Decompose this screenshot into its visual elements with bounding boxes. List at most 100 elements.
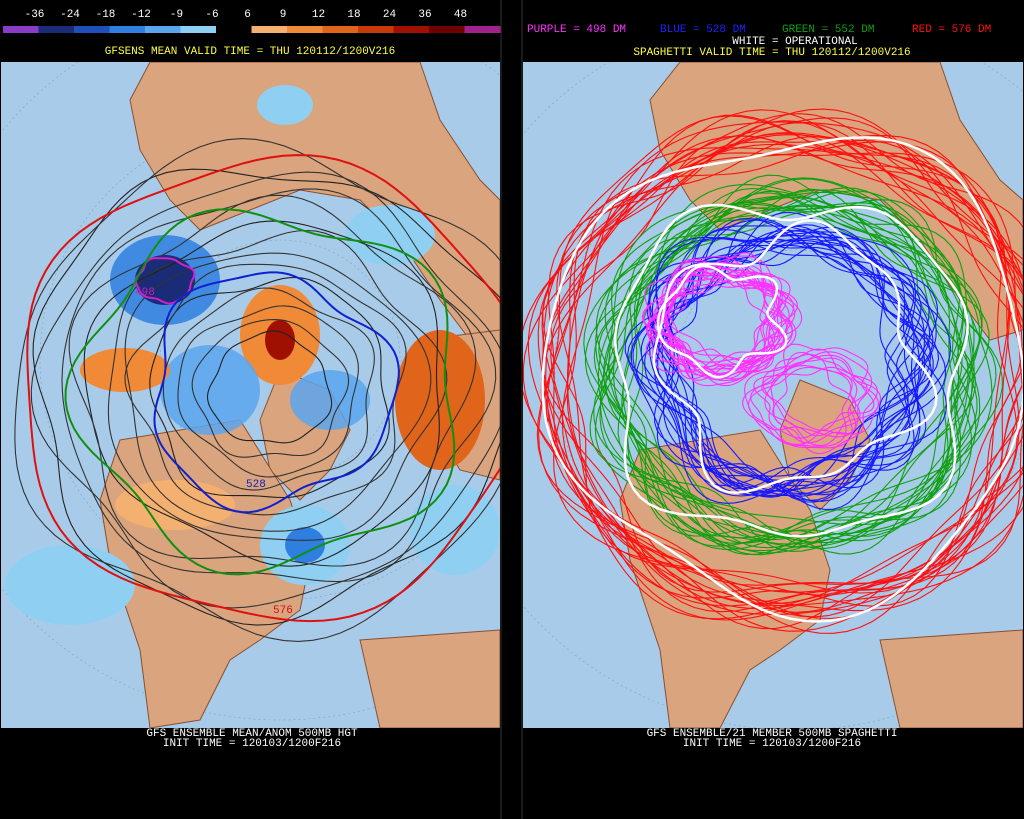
contour-552 [597, 207, 960, 552]
panel-footer: INIT TIME = 120103/1200F216 [163, 738, 341, 750]
anomaly [80, 348, 170, 392]
contour-498 [646, 273, 775, 381]
anomaly [265, 320, 295, 360]
contour-528 [627, 229, 911, 498]
contour-552 [594, 190, 978, 544]
operational [541, 136, 1023, 623]
colorbar-swatch [393, 26, 430, 33]
contour-552 [603, 190, 980, 538]
contour-576 [523, 135, 1010, 621]
colorbar-swatch [322, 26, 359, 33]
colorbar-swatch [429, 26, 465, 33]
panel-footer: GFS ENSEMBLE MEAN/ANOM 500MB HGT [146, 728, 358, 740]
colorbar-label: 36 [418, 9, 431, 21]
contour-498 [652, 262, 790, 377]
contour-498 [764, 354, 879, 447]
height-contours [14, 138, 500, 642]
contour-576 [567, 152, 1023, 610]
spaghetti-contours [523, 108, 1023, 634]
height-contour [83, 220, 440, 567]
anomaly [395, 330, 485, 470]
contour-label: 576 [273, 605, 293, 617]
operational [656, 264, 788, 379]
height-contour [61, 188, 497, 583]
contour-528 [646, 225, 920, 503]
contour-552 [622, 184, 993, 541]
height-contour [206, 330, 333, 444]
divider [501, 0, 522, 819]
contour-528 [644, 235, 921, 487]
contour-576 [545, 109, 1023, 618]
contour-552 [617, 199, 997, 552]
contour-498 [753, 351, 868, 439]
contour-498 [659, 268, 783, 373]
colorbar-label: -12 [131, 9, 151, 21]
colorbar-swatch [3, 26, 39, 33]
colorbar: -36 -24 -18 -12 -9 -6 6 9 12 18 24 36 48 [3, 9, 501, 33]
colorbar-swatch [216, 26, 252, 33]
panel-footer: INIT TIME = 120103/1200F216 [683, 738, 861, 750]
colorbar-label: 18 [347, 9, 360, 21]
colorbar-swatch [38, 26, 75, 33]
height-contour [191, 319, 350, 458]
contour-498 [770, 366, 878, 455]
contour-498 [641, 264, 776, 373]
contour-576 [553, 139, 1023, 634]
contour-498 [750, 348, 861, 437]
colorbar-label: -24 [60, 9, 80, 21]
contour-552 [584, 187, 964, 550]
south-america [879, 629, 1023, 728]
colorbar-label: 9 [280, 9, 287, 21]
anomaly [5, 545, 135, 625]
left-map: 498 528 576 [1, 62, 500, 728]
contour-498 [744, 353, 857, 445]
legend: PURPLE = 498 DM BLUE = 528 DM GREEN = 552 … [527, 24, 991, 36]
anomaly [290, 370, 370, 430]
colorbar-swatch [109, 26, 146, 33]
contour-528 [640, 231, 947, 493]
north-america [619, 429, 831, 728]
colorbar-label: -18 [96, 9, 116, 21]
contour-552 [593, 187, 968, 549]
colorbar-label: 24 [383, 9, 397, 21]
contour-576 [566, 135, 1023, 613]
colorbar-label: -6 [205, 9, 218, 21]
contour-576 [527, 114, 1018, 605]
height-contour [162, 287, 375, 491]
colorbar-swatch [464, 26, 501, 33]
anomaly [257, 85, 313, 125]
height-contour [30, 171, 500, 609]
colorbar-swatch [180, 26, 217, 33]
contour-528 [632, 217, 926, 501]
colorbar-label: 6 [244, 9, 251, 21]
anomaly [160, 345, 260, 435]
contour-label: 498 [135, 287, 155, 299]
contour-576 [561, 121, 1023, 593]
contour-528 [630, 237, 909, 502]
contour-576 [548, 120, 1023, 607]
contour-576 [556, 108, 1023, 594]
contour-label: 528 [246, 479, 266, 491]
operational [652, 219, 938, 495]
contour-528 [624, 225, 915, 477]
contour-498 [665, 255, 803, 370]
colorbar-swatch [74, 26, 110, 33]
panel-header: GFSENS MEAN VALID TIME = THU 120112/1200… [105, 46, 395, 58]
contour-528 [153, 271, 400, 514]
colorbar-label: -9 [170, 9, 183, 21]
south-america [359, 629, 500, 728]
legend-item: RED = 576 DM [912, 24, 991, 36]
contour-552 [595, 177, 964, 526]
colorbar-swatch [287, 26, 323, 33]
height-contour [124, 252, 432, 532]
contour-528 [636, 244, 927, 497]
height-contour [149, 276, 390, 499]
colorbar-label: 12 [312, 9, 325, 21]
anomaly [285, 527, 325, 563]
lat-circle [1, 62, 500, 721]
right-map [523, 62, 1023, 728]
operational [614, 203, 969, 538]
contour-576 [26, 154, 500, 623]
contour-552 [64, 208, 456, 576]
